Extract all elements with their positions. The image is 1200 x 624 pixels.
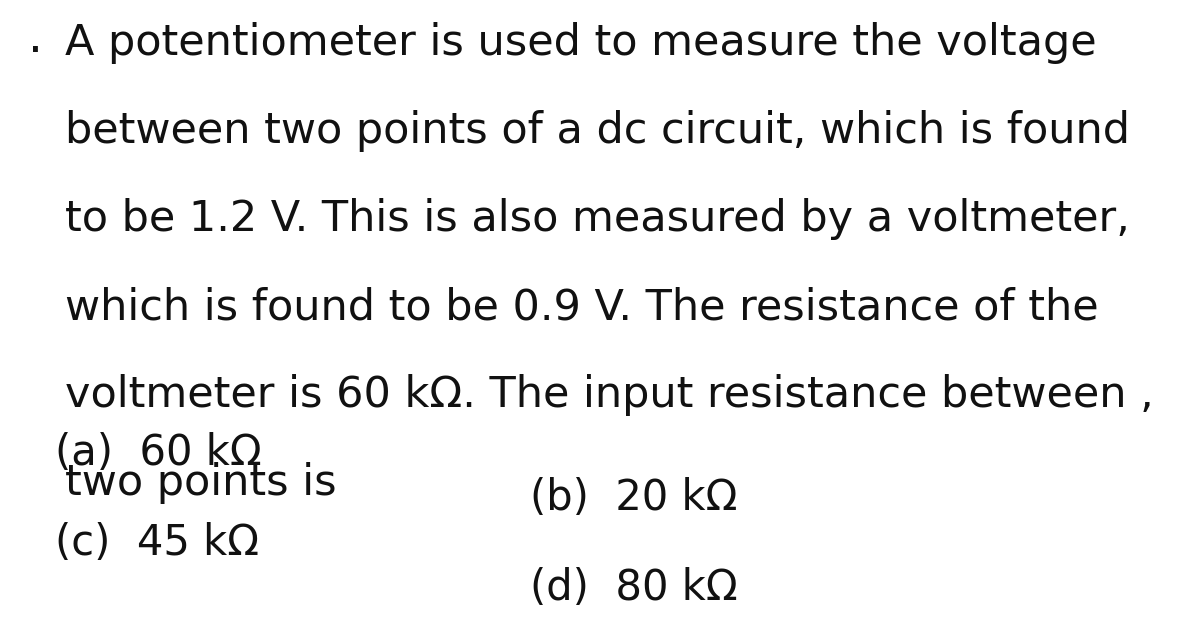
Text: A potentiometer is used to measure the voltage: A potentiometer is used to measure the v… [65, 22, 1097, 64]
Text: which is found to be 0.9 V. The resistance of the: which is found to be 0.9 V. The resistan… [65, 286, 1099, 328]
Text: (c)  45 kΩ: (c) 45 kΩ [55, 522, 259, 564]
Text: two points is: two points is [65, 462, 337, 504]
Text: between two points of a dc circuit, which is found: between two points of a dc circuit, whic… [65, 110, 1130, 152]
Text: ·: · [28, 30, 43, 75]
Text: (a)  60 kΩ: (a) 60 kΩ [55, 432, 262, 474]
Text: (b)  20 kΩ: (b) 20 kΩ [530, 477, 738, 519]
Text: voltmeter is 60 kΩ. The input resistance between ,: voltmeter is 60 kΩ. The input resistance… [65, 374, 1153, 416]
Text: to be 1.2 V. This is also measured by a voltmeter,: to be 1.2 V. This is also measured by a … [65, 198, 1130, 240]
Text: (d)  80 kΩ: (d) 80 kΩ [530, 567, 738, 609]
